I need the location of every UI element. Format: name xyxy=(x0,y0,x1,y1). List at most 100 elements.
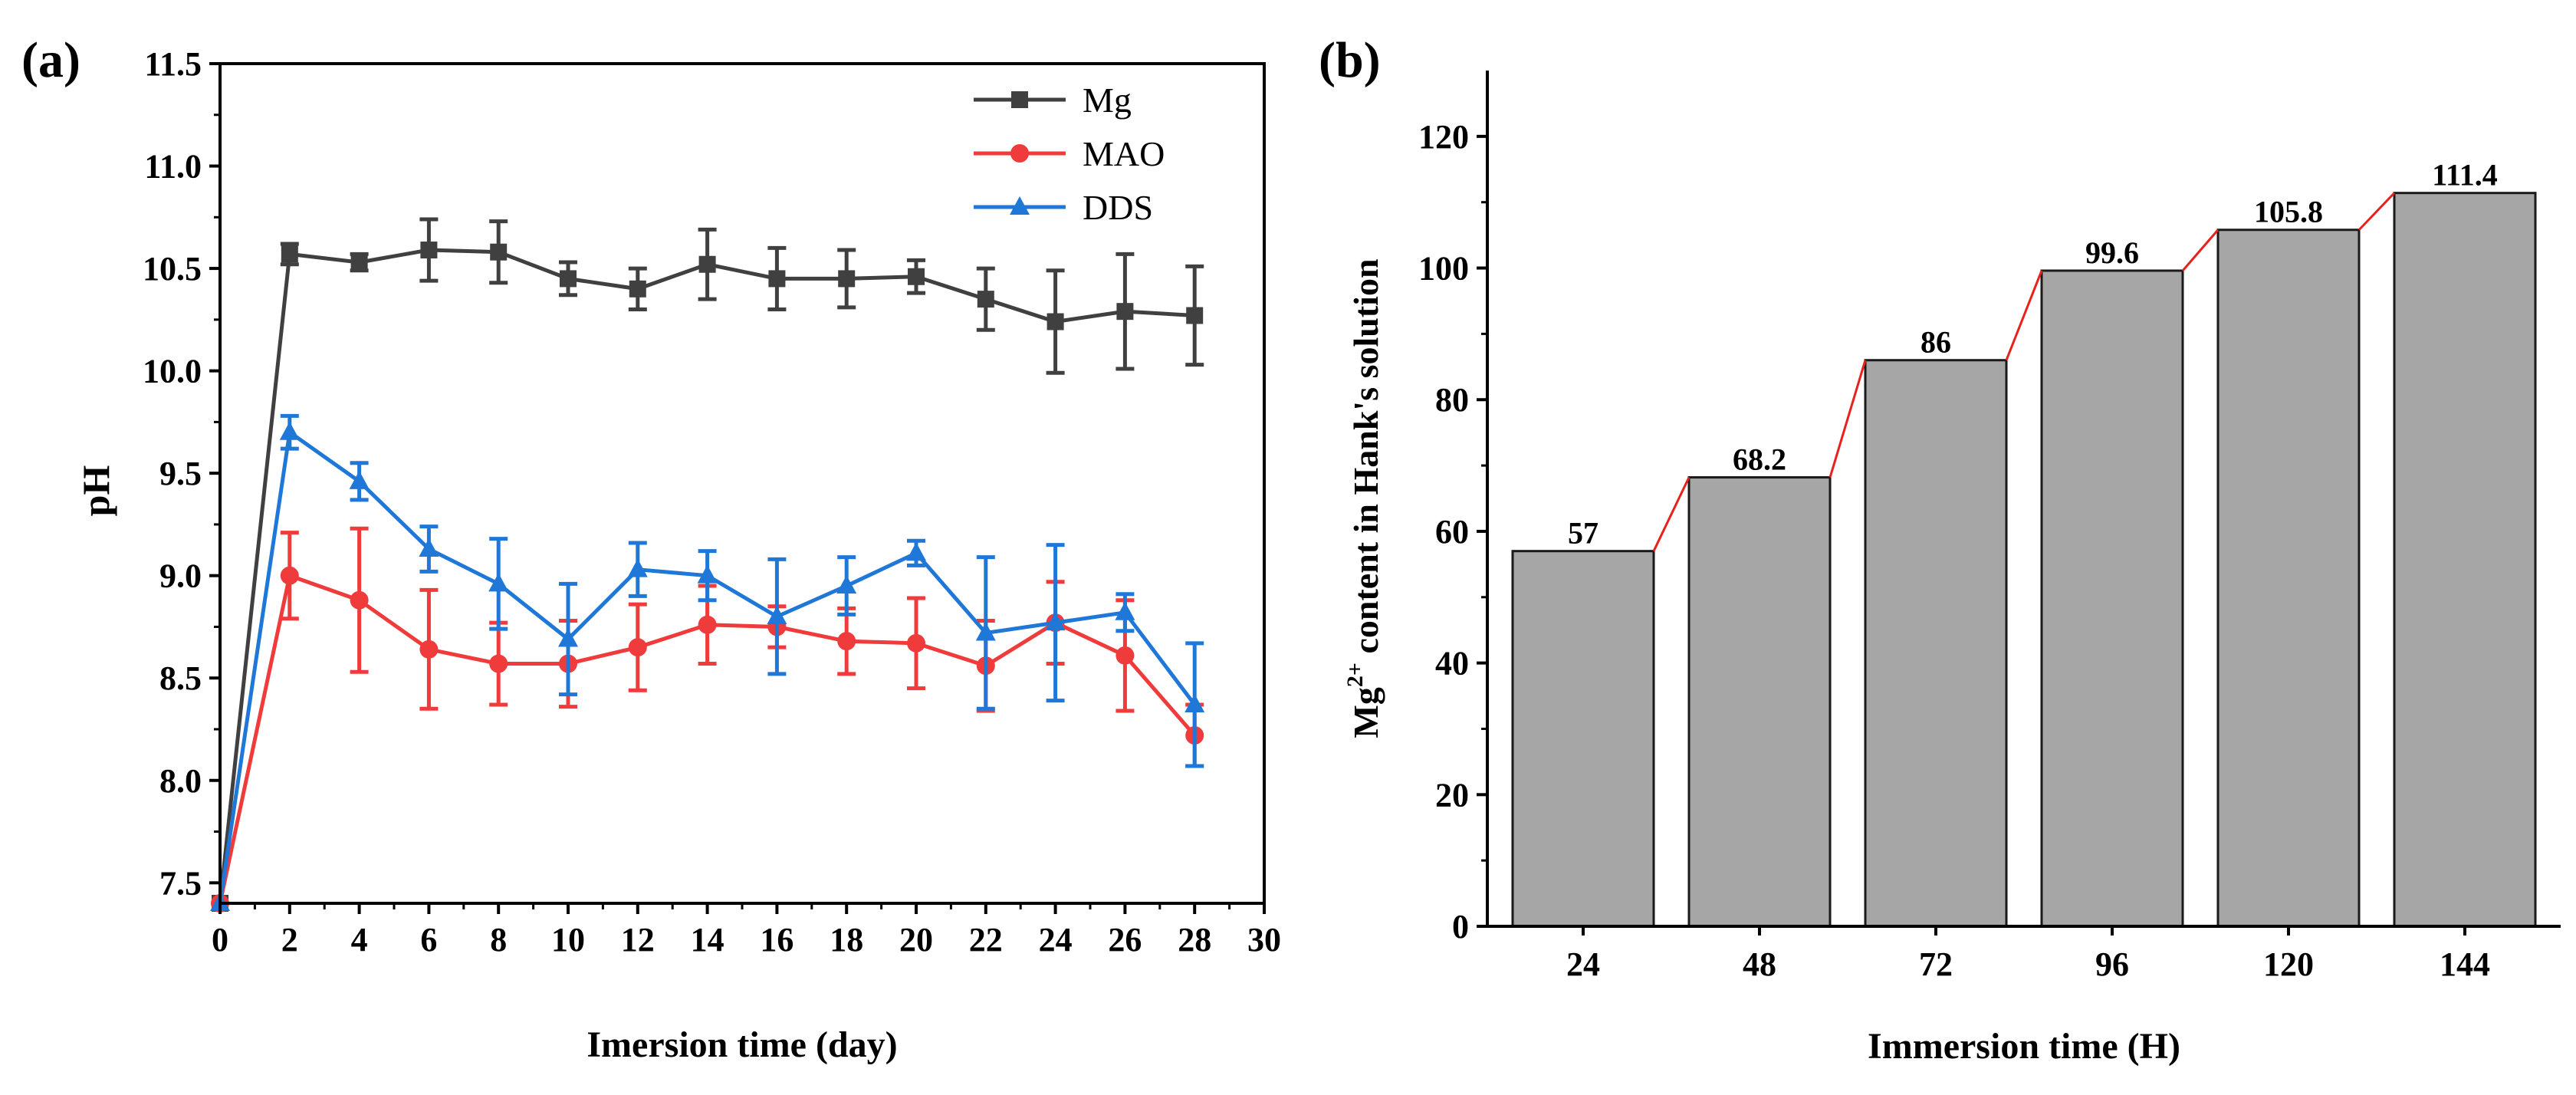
panel-a-x-tick-label: 10 xyxy=(551,921,585,959)
panel-b-x-tick-label: 72 xyxy=(1919,945,1953,983)
panel-b-x-tick-label: 24 xyxy=(1566,945,1600,983)
series-dds-point xyxy=(488,573,509,592)
panel-a-x-tick-label: 8 xyxy=(490,921,507,959)
series-mao xyxy=(211,526,1204,913)
panel-b: (b) 57 68.2 86 99.6 105.8 111.4 0 20 40 60 80 100 1… xyxy=(1319,32,2561,1067)
panel-a-x-tick-label: 16 xyxy=(760,921,794,959)
panel-b-x-tick-label: 144 xyxy=(2440,945,2490,983)
bar-value-label: 68.2 xyxy=(1733,442,1786,477)
panel-b-y-tick-label: 40 xyxy=(1435,645,1469,682)
series-dds-point xyxy=(349,470,370,489)
panel-b-x-tick-label: 96 xyxy=(2095,945,2129,983)
panel-b-y-tick-label: 120 xyxy=(1418,118,1469,156)
panel-b-y-tick-label: 100 xyxy=(1418,250,1469,288)
panel-a-y-tick-label: 11.0 xyxy=(144,148,202,186)
panel-b-y-tick-label: 20 xyxy=(1435,776,1469,814)
series-mg-point xyxy=(420,242,438,259)
series-mao-point xyxy=(280,566,299,585)
series-mao-point xyxy=(837,632,856,651)
series-dds-point xyxy=(1045,612,1066,631)
series-mg-point xyxy=(908,268,925,285)
series-dds-point xyxy=(419,538,439,557)
panel-a-x-tick-label: 22 xyxy=(969,921,1003,959)
panel-a-y-tick-label: 7.5 xyxy=(159,864,202,902)
panel-a-x-tick-label: 26 xyxy=(1108,921,1142,959)
panel-a-y-tick-label: 8.5 xyxy=(159,659,202,697)
series-mao-point xyxy=(350,590,369,610)
series-dds-point xyxy=(975,622,996,641)
bar-72h xyxy=(1864,359,2008,928)
panel-b-y-label-mg: Mg xyxy=(1346,687,1385,738)
panel-b-x-tick-label: 48 xyxy=(1743,945,1776,983)
panel-b-y-tick-label: 0 xyxy=(1452,908,1469,945)
panel-a: (a) 0 2 4 6 8 10 12 14 16 18 20 22 24 26 28 307.58.08.5… xyxy=(21,32,1281,1065)
panel-a-y-tick-label: 9.0 xyxy=(159,557,202,595)
series-dds-point xyxy=(697,564,718,584)
series-mg-point xyxy=(281,245,298,263)
panel-a-x-tick-label: 20 xyxy=(899,921,933,959)
series-mao-point xyxy=(489,654,508,673)
series-dds-point xyxy=(1115,601,1135,620)
panel-a-x-axis-label: Imersion time (day) xyxy=(586,1024,897,1065)
panel-a-x-tick-label: 0 xyxy=(212,921,228,959)
series-mg-point xyxy=(560,270,577,288)
panel-b-label: (b) xyxy=(1319,32,1381,88)
panel-a-label: (a) xyxy=(21,32,80,88)
legend-dds-label: DDS xyxy=(1083,188,1153,227)
series-mg-point xyxy=(838,270,856,288)
series-mg-point xyxy=(1186,307,1204,324)
bar-144h xyxy=(2393,192,2537,928)
panel-a-y-axis-label: pH xyxy=(74,465,117,517)
bar-connector-line xyxy=(2358,192,2396,231)
series-mg-point xyxy=(1116,303,1134,321)
panel-a-y-tick-label: 8.0 xyxy=(159,762,202,800)
panel-a-x-tick-label: 28 xyxy=(1178,921,1211,959)
series-mao-point xyxy=(698,615,717,634)
panel-a-y-tick-label: 11.5 xyxy=(144,45,202,83)
panel-a-x-tick-label: 30 xyxy=(1247,921,1281,959)
series-dds-point xyxy=(627,558,648,577)
legend-mg-label: Mg xyxy=(1083,81,1132,120)
bar-120h xyxy=(2216,229,2361,928)
series-dds xyxy=(210,413,1205,911)
series-mg-point xyxy=(768,270,786,288)
series-mg xyxy=(212,217,1204,912)
legend-dds-marker xyxy=(1010,196,1030,215)
panel-a-legend: Mg MAO DDS xyxy=(974,81,1165,227)
series-dds-point xyxy=(836,575,857,594)
series-dds-point xyxy=(279,421,300,440)
panel-b-x-tick-label: 120 xyxy=(2263,945,2314,983)
series-mg-point xyxy=(350,254,368,271)
bar-connector-line xyxy=(1829,360,1867,478)
panel-a-y-tick-label: 9.5 xyxy=(159,455,202,492)
panel-b-x-axis-label: Immersion time (H) xyxy=(1868,1026,2180,1067)
bar-96h xyxy=(2040,269,2184,928)
panel-a-y-tick-label: 10.0 xyxy=(143,353,202,390)
series-mg-point xyxy=(698,255,716,273)
series-mg-point xyxy=(977,291,994,308)
series-mao-point xyxy=(907,633,925,653)
bar-connector-line xyxy=(2005,270,2043,361)
bar-connector-line xyxy=(2181,229,2220,271)
bar-value-label: 86 xyxy=(1921,325,1951,360)
series-mao-point xyxy=(419,640,439,659)
panel-b-y-label-rest: content in Hank's solution xyxy=(1346,258,1385,663)
series-dds-point xyxy=(558,628,578,647)
series-dds-point xyxy=(906,542,926,561)
panel-a-x-tick-label: 2 xyxy=(281,921,298,959)
series-mg-point xyxy=(490,243,508,261)
bar-value-label: 57 xyxy=(1568,516,1598,551)
panel-a-x-tick-label: 4 xyxy=(351,921,368,959)
bar-value-label: 111.4 xyxy=(2432,158,2498,192)
panel-a-x-tick-label: 24 xyxy=(1039,921,1073,959)
series-mao-point xyxy=(1116,646,1135,665)
bar-value-label: 105.8 xyxy=(2254,195,2323,229)
panel-a-x-tick-label: 12 xyxy=(621,921,655,959)
legend-mg-marker xyxy=(1011,91,1028,108)
panel-b-y-label-sup: 2+ xyxy=(1342,663,1368,687)
series-dds-point xyxy=(767,606,787,625)
bar-48h xyxy=(1687,476,1832,928)
bar-connector-line xyxy=(1652,476,1691,552)
panel-a-x-tick-label: 14 xyxy=(691,921,724,959)
